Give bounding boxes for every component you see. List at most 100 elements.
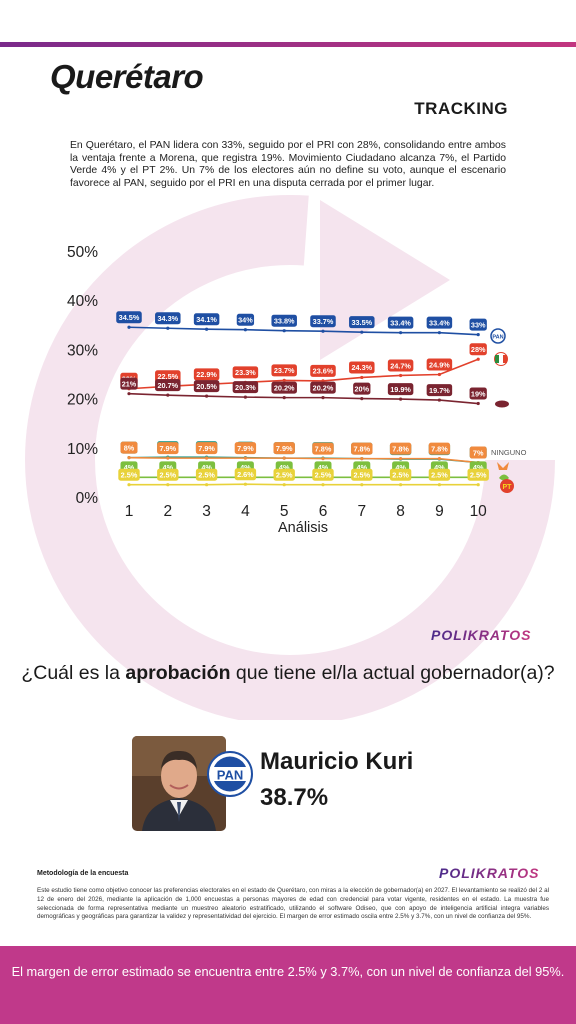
data-label-pan: 34.5%: [119, 313, 140, 322]
data-point-pt: [166, 483, 170, 487]
data-label-bg-mc: [428, 442, 451, 455]
pri-logo-red: [503, 355, 507, 363]
footer-bar: [0, 946, 576, 1024]
data-label-pan: 33.8%: [274, 317, 295, 326]
data-label-morena: 20.3%: [235, 383, 256, 392]
data-label-pvem: 4%: [357, 463, 368, 472]
data-label-bg-morena: [426, 384, 453, 397]
y-axis: 0% 10% 20% 30% 40% 50%: [67, 244, 98, 507]
data-label-bg-pri: [349, 361, 375, 374]
data-point-pt: [437, 483, 441, 487]
data-label-pvem: 4%: [395, 463, 406, 472]
data-label-pri: 22.5%: [157, 372, 178, 381]
data-label-bg-mc: [234, 442, 257, 455]
data-label-mc: 7.9%: [276, 444, 293, 453]
data-point-morena: [360, 397, 364, 401]
y-tick-label: 20%: [67, 392, 98, 409]
data-point-morena: [282, 396, 286, 400]
pt-logo-icon: [500, 479, 514, 493]
data-label-bg-pt: [234, 468, 257, 481]
data-label-bg-pri: [271, 364, 297, 377]
x-tick-label: 4: [241, 503, 250, 520]
data-label-bg-morena: [155, 379, 181, 392]
data-label-bg-pan: [193, 313, 220, 326]
y-tick-label: 0%: [76, 490, 99, 507]
pan-party-label: PAN: [217, 768, 243, 783]
data-label-bg-pri: [232, 366, 259, 379]
mc-logo-icon: [497, 462, 509, 470]
data-label-pan: 34.3%: [157, 314, 178, 323]
data-label-pvem: 4%: [279, 463, 290, 472]
data-point-morena: [437, 398, 441, 402]
data-label-bg-pt: [312, 468, 334, 481]
data-label-pan: 33.4%: [390, 318, 411, 327]
data-label-pan: 34.1%: [196, 315, 217, 324]
series-line-mc: [128, 456, 479, 464]
data-label-mc: 8%: [124, 443, 135, 452]
data-point-pan: [437, 331, 441, 335]
data-label-pt: 2.5%: [431, 471, 448, 480]
y-tick-label: 40%: [67, 293, 98, 310]
data-point-pri: [437, 372, 441, 377]
candidate-approval: 38.7%: [260, 784, 329, 811]
data-label-pvem: 4%: [473, 463, 484, 472]
data-label-pt: 2.5%: [276, 471, 293, 480]
data-label-pt: 2.5%: [159, 471, 176, 480]
data-point-pan: [166, 326, 170, 330]
data-label-bg-pt: [118, 468, 140, 481]
data-point-mc: [127, 456, 131, 460]
data-point-pri: [282, 378, 286, 382]
question-pre: ¿Cuál es la: [21, 662, 126, 684]
data-label-bg-morena: [353, 382, 371, 395]
data-point-mc: [437, 457, 441, 461]
data-point-mc: [360, 457, 364, 461]
data-label-pvem: 4%: [124, 463, 135, 472]
data-label-mc: 7.8%: [353, 444, 370, 453]
data-point-pt: [360, 483, 364, 487]
data-label-pt: 2.5%: [353, 471, 370, 480]
data-label-morena: 21%: [122, 379, 137, 388]
data-label-bg-mc: [195, 442, 218, 455]
pan-party-icon: PAN: [207, 751, 253, 797]
data-label-morena: 19.9%: [390, 385, 411, 394]
series-line-pan: [128, 326, 479, 336]
data-label-pvem: 4%: [318, 463, 329, 472]
data-point-morena: [127, 392, 131, 396]
data-label-bg-pt: [389, 468, 412, 481]
data-label-pt: 2.6%: [237, 470, 254, 479]
data-point-pan: [127, 325, 131, 329]
data-label-pt: 2.5%: [392, 471, 409, 480]
data-label-mc: 7%: [473, 448, 484, 457]
data-label-bg-pan: [271, 314, 297, 327]
pvem-logo-icon: [499, 474, 509, 481]
data-label-pt: 2.5%: [315, 471, 332, 480]
data-label-bg-pan: [469, 318, 487, 331]
data-label-pri: 23.7%: [274, 366, 295, 375]
data-label-pan: 33%: [471, 320, 486, 329]
chart-series: 34.5% 34.3% 34.1% 34% 33.8% 33.7% 33.5% 33.4% 33…: [116, 311, 489, 487]
data-point-pan: [476, 333, 480, 337]
data-label-bg-pri: [426, 358, 453, 371]
top-accent-bar: [0, 42, 576, 47]
x-axis: 1 2 3 4 5 6 7 8 9 10: [125, 503, 488, 520]
data-label-pan: 33.5%: [351, 318, 372, 327]
data-label-morena: 20.2%: [274, 383, 295, 392]
data-label-bg-pt: [273, 468, 295, 481]
data-label-bg-morena: [232, 381, 259, 394]
data-label-pvem: 4%: [163, 463, 174, 472]
ninguno-end-label: NINGUNO: [491, 448, 527, 457]
data-point-pan: [282, 329, 286, 333]
data-label-bg-mc: [157, 442, 179, 455]
series-line-morena: [128, 392, 479, 405]
data-label-bg-pt: [157, 468, 179, 481]
intro-paragraph: En Querétaro, el PAN lidera con 33%, seg…: [70, 140, 506, 189]
data-label-pan: 34%: [238, 316, 253, 325]
data-label-pri: 23.6%: [313, 367, 334, 376]
data-label-pri: 24.7%: [390, 361, 411, 370]
data-label-pt: 2.5%: [198, 471, 215, 480]
data-label-mc: 7.8%: [392, 444, 409, 453]
series-line-pri: [128, 358, 479, 390]
data-point-pt: [127, 483, 131, 487]
data-label-bg-pri: [193, 368, 220, 381]
data-label-bg-pri: [310, 364, 336, 377]
